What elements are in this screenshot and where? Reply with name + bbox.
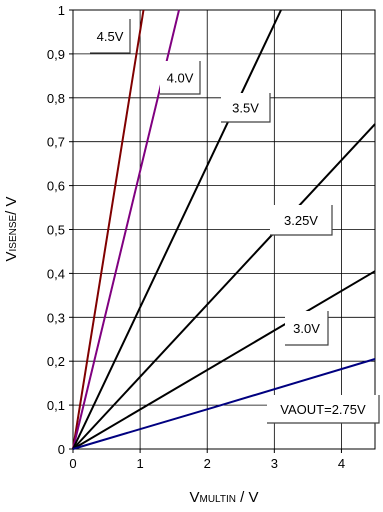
y-tick-label: 0,6 (47, 179, 65, 194)
y-tick-label: 0,8 (47, 91, 65, 106)
x-axis-title: VMULTIN / V (189, 489, 258, 506)
x-tick-label: 0 (69, 456, 76, 471)
series-label: 3.5V (232, 101, 259, 116)
y-axis-title-suffix: / V (3, 196, 20, 214)
x-axis-title-main: V (189, 489, 199, 506)
series-label: 3.0V (293, 321, 320, 336)
series-label-bg (90, 19, 130, 53)
series-label-frame (267, 395, 380, 424)
y-axis-title-main: V (3, 252, 20, 262)
y-axis-title-sub: ISENSE (8, 214, 19, 251)
y-tick-label: 0,2 (47, 354, 65, 369)
series-label: VAOUT=2.75V (280, 402, 366, 417)
x-tick-label: 3 (271, 456, 278, 471)
y-tick-label: 0,4 (47, 266, 65, 281)
tick-labels: 0 0,1 0,2 0,3 0,4 0,5 0,6 0,7 0,8 0,9 1 0 1 2 3 4 (47, 3, 345, 471)
series-label-bg (221, 93, 270, 122)
y-tick-label: 0,3 (47, 310, 65, 325)
series-label: 4.5V (97, 29, 124, 44)
y-tick-label: 0,7 (47, 135, 65, 150)
series-label-bg (270, 205, 332, 235)
series-label-frame (285, 311, 329, 346)
series-label-frame (270, 205, 333, 236)
series-label-frame (221, 93, 271, 123)
y-tick-label: 0 (58, 442, 65, 457)
series-label: 4.0V (167, 71, 194, 86)
x-axis-title-sub: MULTIN (200, 494, 236, 505)
series-line-4 (72, 270, 376, 450)
series-line-5 (72, 358, 376, 450)
series-label-bg (267, 395, 379, 423)
y-tick-label: 0,5 (47, 223, 65, 238)
x-axis-title-suffix: / V (236, 489, 259, 506)
series-label-frame (90, 19, 131, 54)
series-labels: 4.5V 4.0V 3.5V 3.25V 3.0V VAOUT=2.75V (90, 19, 380, 424)
y-tick-label: 0,9 (47, 47, 65, 62)
series-label-bg (160, 61, 200, 94)
y-tick-label: 0,1 (47, 398, 65, 413)
x-tick-label: 1 (136, 456, 143, 471)
y-axis-title: VISENSE/ V (3, 196, 20, 261)
x-tick-label: 4 (338, 456, 345, 471)
series-label-frame (160, 61, 201, 95)
series-line-0 (72, 9, 145, 450)
series-line-2 (72, 9, 282, 450)
y-tick-label: 1 (58, 3, 65, 18)
series-line-3 (72, 123, 376, 450)
series-lines (72, 9, 376, 450)
series-label-bg (285, 311, 328, 345)
x-tick-label: 2 (204, 456, 211, 471)
series-label: 3.25V (284, 213, 318, 228)
